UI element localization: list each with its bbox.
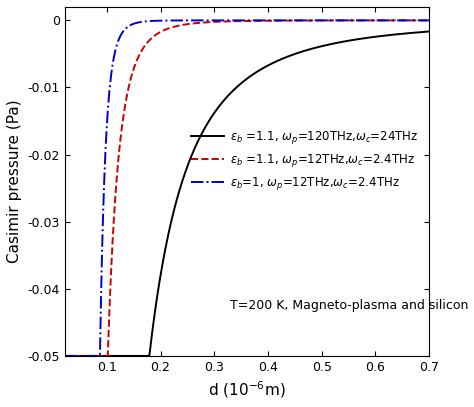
$\varepsilon_b$ =1.1, $\omega_p$=12THz,$\omega_c$=2.4THz: [201, 20, 207, 25]
$\varepsilon_b$=1, $\omega_p$=12THz,$\omega_c$=2.4THz: [281, 18, 286, 23]
$\varepsilon_b$ =1.1, $\omega_p$=120THz,$\omega_c$=24THz: [62, 354, 68, 359]
X-axis label: d (10$^{-6}$m): d (10$^{-6}$m): [208, 379, 286, 400]
$\varepsilon_b$=1, $\omega_p$=12THz,$\omega_c$=2.4THz: [362, 18, 367, 23]
$\varepsilon_b$=1, $\omega_p$=12THz,$\omega_c$=2.4THz: [128, 22, 134, 27]
$\varepsilon_b$=1, $\omega_p$=12THz,$\omega_c$=2.4THz: [334, 18, 339, 23]
$\varepsilon_b$ =1.1, $\omega_p$=120THz,$\omega_c$=24THz: [128, 354, 134, 359]
$\varepsilon_b$=1, $\omega_p$=12THz,$\omega_c$=2.4THz: [299, 18, 305, 23]
$\varepsilon_b$ =1.1, $\omega_p$=12THz,$\omega_c$=2.4THz: [62, 354, 68, 359]
$\varepsilon_b$ =1.1, $\omega_p$=12THz,$\omega_c$=2.4THz: [426, 18, 432, 23]
$\varepsilon_b$ =1.1, $\omega_p$=120THz,$\omega_c$=24THz: [281, 56, 286, 61]
$\varepsilon_b$ =1.1, $\omega_p$=12THz,$\omega_c$=2.4THz: [299, 18, 305, 23]
Line: $\varepsilon_b$=1, $\omega_p$=12THz,$\omega_c$=2.4THz: $\varepsilon_b$=1, $\omega_p$=12THz,$\om…: [65, 20, 429, 356]
$\varepsilon_b$ =1.1, $\omega_p$=120THz,$\omega_c$=24THz: [299, 49, 305, 54]
$\varepsilon_b$ =1.1, $\omega_p$=120THz,$\omega_c$=24THz: [201, 127, 207, 132]
$\varepsilon_b$ =1.1, $\omega_p$=120THz,$\omega_c$=24THz: [362, 36, 367, 41]
Line: $\varepsilon_b$ =1.1, $\omega_p$=120THz,$\omega_c$=24THz: $\varepsilon_b$ =1.1, $\omega_p$=120THz,…: [65, 31, 429, 356]
$\varepsilon_b$ =1.1, $\omega_p$=12THz,$\omega_c$=2.4THz: [362, 18, 367, 23]
Y-axis label: Casimir pressure (Pa): Casimir pressure (Pa): [7, 100, 22, 263]
$\varepsilon_b$ =1.1, $\omega_p$=120THz,$\omega_c$=24THz: [426, 29, 432, 34]
$\varepsilon_b$=1, $\omega_p$=12THz,$\omega_c$=2.4THz: [201, 18, 207, 23]
$\varepsilon_b$ =1.1, $\omega_p$=12THz,$\omega_c$=2.4THz: [334, 18, 339, 23]
Legend: $\varepsilon_b$ =1.1, $\omega_p$=120THz,$\omega_c$=24THz, $\varepsilon_b$ =1.1, : $\varepsilon_b$ =1.1, $\omega_p$=120THz,…: [186, 125, 423, 197]
$\varepsilon_b$=1, $\omega_p$=12THz,$\omega_c$=2.4THz: [62, 354, 68, 359]
Line: $\varepsilon_b$ =1.1, $\omega_p$=12THz,$\omega_c$=2.4THz: $\varepsilon_b$ =1.1, $\omega_p$=12THz,$…: [65, 20, 429, 356]
Text: T=200 K, Magneto-plasma and silicon: T=200 K, Magneto-plasma and silicon: [230, 299, 469, 312]
$\varepsilon_b$ =1.1, $\omega_p$=120THz,$\omega_c$=24THz: [334, 40, 339, 45]
$\varepsilon_b$ =1.1, $\omega_p$=12THz,$\omega_c$=2.4THz: [128, 75, 134, 80]
$\varepsilon_b$ =1.1, $\omega_p$=12THz,$\omega_c$=2.4THz: [281, 18, 286, 23]
$\varepsilon_b$=1, $\omega_p$=12THz,$\omega_c$=2.4THz: [426, 18, 432, 23]
